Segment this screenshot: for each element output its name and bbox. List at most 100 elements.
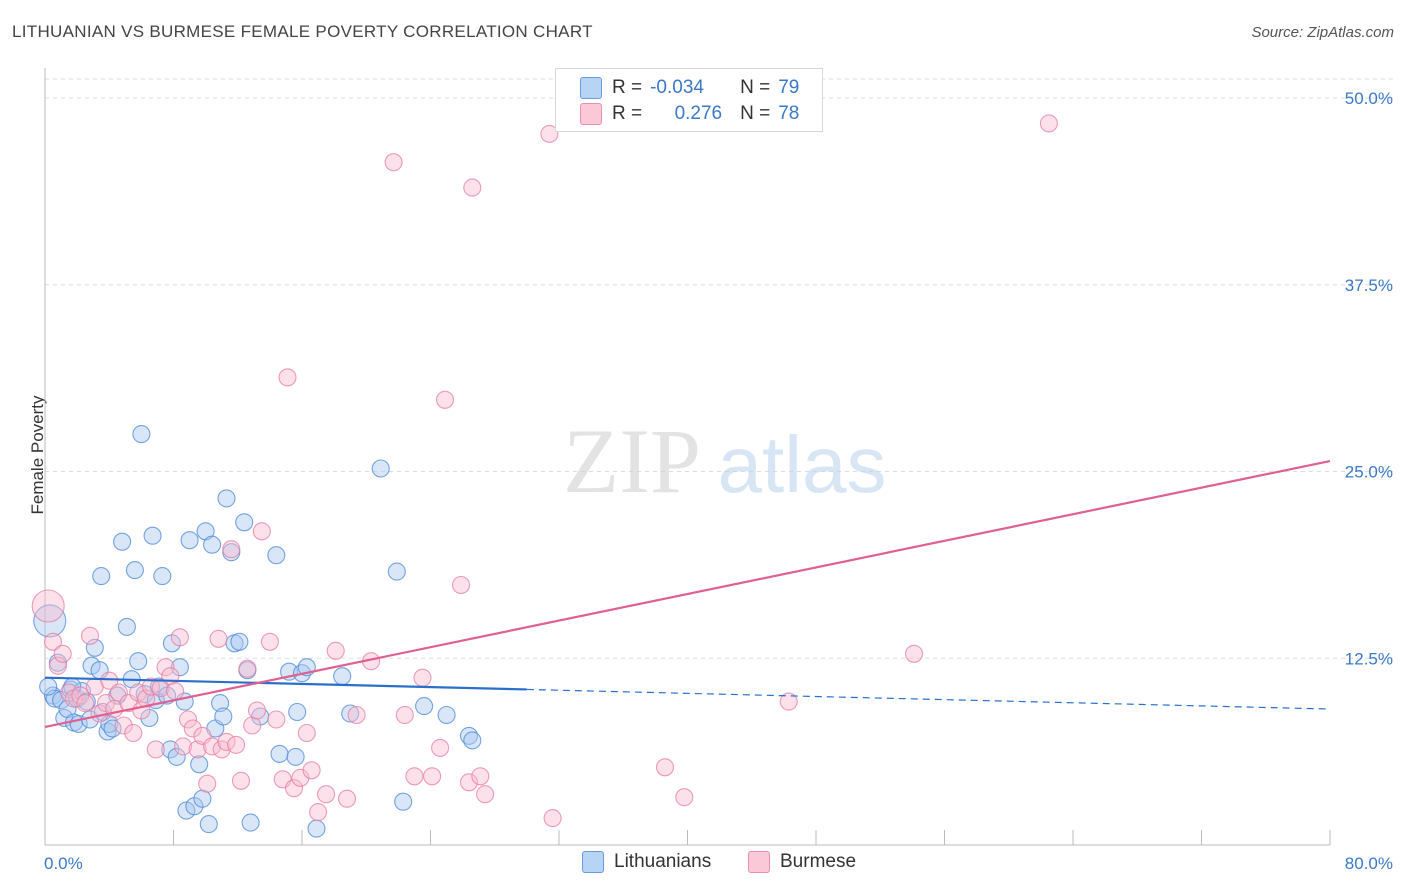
r-label: R = bbox=[612, 103, 643, 124]
n-label: N = bbox=[740, 103, 771, 124]
lithuanians-point bbox=[288, 702, 307, 722]
lithuanians-point bbox=[241, 813, 260, 832]
burmese-point bbox=[174, 737, 193, 756]
trend-lines bbox=[44, 459, 1331, 729]
burmese-point bbox=[655, 758, 675, 777]
lithuanians-swatch bbox=[580, 77, 602, 99]
burmese-point bbox=[779, 692, 798, 711]
lithuanians-trend-line-extension bbox=[526, 688, 1331, 710]
n-label: N = bbox=[740, 77, 771, 98]
burmese-point bbox=[48, 656, 67, 675]
burmese-point bbox=[53, 644, 72, 663]
series-legend: Lithuanians Burmese bbox=[0, 851, 1406, 879]
lithuanians-point bbox=[270, 744, 289, 763]
burmese-point bbox=[471, 767, 490, 786]
legend-item-lithuanians: Lithuanians bbox=[582, 851, 711, 873]
burmese-point bbox=[252, 522, 271, 541]
lithuanians-point bbox=[463, 731, 482, 750]
lithuanians-point bbox=[132, 425, 151, 444]
burmese-trend-line bbox=[44, 459, 1331, 729]
burmese-point bbox=[476, 785, 495, 804]
burmese-point bbox=[31, 589, 65, 623]
burmese-point bbox=[166, 682, 185, 701]
y-tick-label: 25.0% bbox=[1345, 463, 1393, 482]
burmese-point bbox=[260, 632, 279, 651]
tick-labels: 12.5% 25.0% 37.5% 50.0% 0.0% 80.0% bbox=[44, 89, 1393, 873]
y-tick-label: 12.5% bbox=[1345, 649, 1393, 668]
burmese-point bbox=[1039, 114, 1058, 133]
r-value: -0.034 bbox=[650, 77, 704, 98]
burmese-point bbox=[463, 178, 482, 197]
burmese-point bbox=[188, 740, 207, 759]
burmese-point bbox=[247, 701, 267, 720]
lithuanians-point bbox=[307, 819, 326, 838]
burmese-point bbox=[317, 785, 336, 804]
lithuanians-point bbox=[286, 747, 305, 766]
burmese-point bbox=[222, 540, 241, 559]
lithuanians-point bbox=[190, 755, 209, 774]
legend-label: Lithuanians bbox=[614, 851, 712, 872]
burmese-point bbox=[178, 710, 198, 729]
lithuanians-point bbox=[341, 704, 360, 723]
n-value: 79 bbox=[778, 77, 800, 98]
lithuanians-point bbox=[39, 677, 58, 696]
burmese-point bbox=[431, 738, 450, 757]
burmese-point bbox=[297, 723, 316, 743]
lithuanians-point bbox=[235, 513, 254, 532]
lithuanians-point bbox=[85, 638, 104, 657]
burmese-point bbox=[423, 767, 442, 786]
watermark-atlas: atlas bbox=[718, 420, 887, 509]
burmese-point bbox=[238, 659, 257, 678]
burmese-point bbox=[309, 803, 328, 822]
burmese-point bbox=[413, 668, 432, 687]
r-label: R = bbox=[612, 77, 643, 98]
r-value: 0.276 bbox=[674, 103, 723, 124]
burmese-point bbox=[198, 774, 217, 793]
burmese-point bbox=[156, 658, 175, 677]
correlation-legend: R = -0.034 N = 79 R = 0.276 N = 78 bbox=[555, 68, 823, 132]
burmese-point bbox=[451, 575, 471, 595]
burmese-point bbox=[183, 719, 202, 738]
burmese-point bbox=[114, 716, 133, 735]
burmese-point bbox=[459, 773, 479, 792]
lithuanians-point bbox=[387, 562, 406, 581]
burmese-point bbox=[540, 124, 559, 143]
burmese-point bbox=[543, 809, 562, 828]
burmese-point bbox=[227, 735, 246, 754]
burmese-point bbox=[231, 771, 251, 790]
lithuanians-point bbox=[437, 705, 456, 725]
source-label: Source: ZipAtlas.com bbox=[1251, 24, 1394, 41]
axes bbox=[44, 68, 1331, 846]
grid-lines bbox=[45, 78, 1395, 659]
burmese-point bbox=[435, 390, 455, 409]
burmese-point bbox=[395, 705, 414, 725]
x-tick-label: 80.0% bbox=[1345, 854, 1393, 873]
lithuanians-trend-line bbox=[44, 676, 527, 691]
lithuanians-point bbox=[193, 789, 212, 808]
legend-row-lithuanians: R = -0.034 N = 79 bbox=[580, 75, 799, 101]
burmese-point bbox=[100, 671, 119, 690]
watermark-zip: ZIP bbox=[563, 410, 701, 512]
lithuanians-point bbox=[92, 567, 111, 586]
lithuanians-point bbox=[214, 707, 233, 726]
burmese-point bbox=[347, 705, 366, 725]
lithuanians-point bbox=[113, 532, 132, 551]
burmese-point bbox=[267, 710, 286, 729]
lithuanians-point bbox=[199, 815, 218, 834]
burmese-point bbox=[384, 153, 403, 172]
burmese-point bbox=[326, 641, 345, 660]
lithuanians-point bbox=[217, 489, 236, 508]
lithuanians-point bbox=[153, 567, 172, 586]
burmese-point bbox=[76, 694, 95, 713]
burmese-point bbox=[291, 768, 310, 787]
y-tick-label: 37.5% bbox=[1345, 276, 1393, 295]
burmese-point bbox=[146, 740, 165, 759]
burmese-point bbox=[675, 788, 694, 807]
lithuanians-point bbox=[170, 658, 189, 677]
n-value: 78 bbox=[778, 103, 800, 124]
lithuanians-point bbox=[103, 719, 122, 738]
burmese-swatch bbox=[748, 851, 770, 873]
data-points bbox=[31, 114, 1058, 838]
lithuanians-point bbox=[33, 604, 67, 638]
lithuanians-point bbox=[129, 652, 148, 671]
